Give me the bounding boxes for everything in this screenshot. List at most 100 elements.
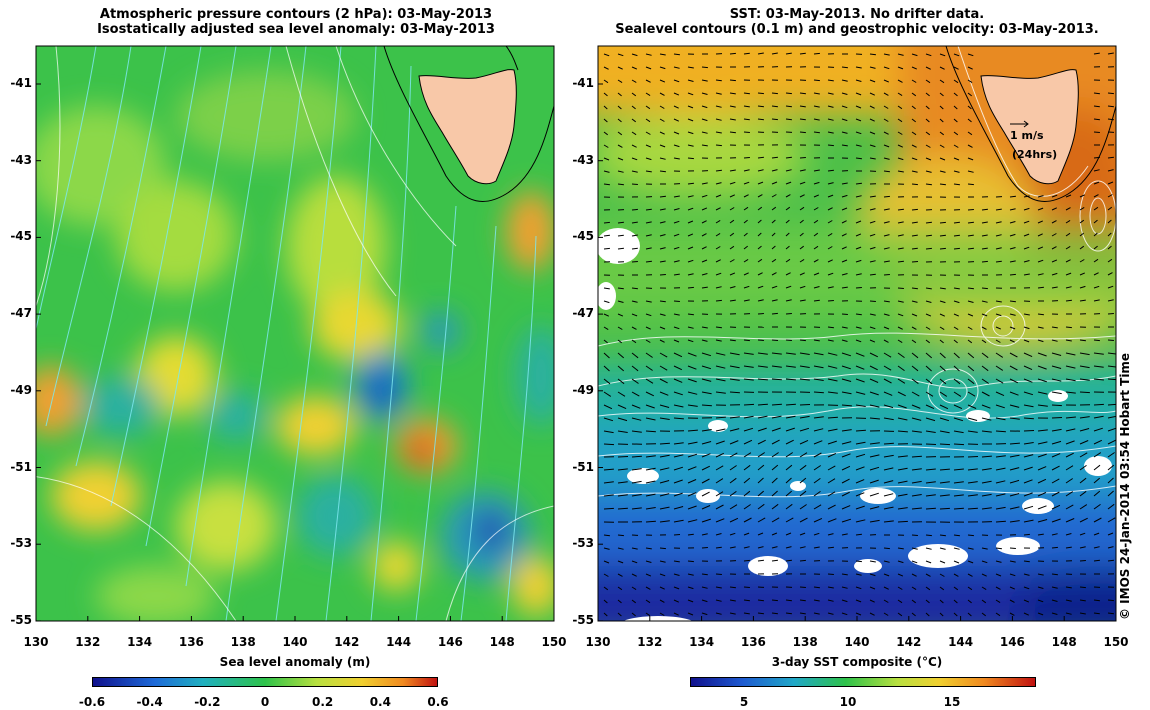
- velocity-arrow: [631, 183, 638, 185]
- velocity-arrow: [911, 208, 918, 211]
- velocity-arrow: [785, 92, 792, 95]
- velocity-arrow: [967, 247, 974, 250]
- velocity-arrow: [757, 105, 764, 108]
- velocity-arrow: [827, 573, 834, 575]
- velocity-arrow: [813, 79, 820, 82]
- velocity-arrow: [883, 274, 890, 276]
- left-x-tick-label: 132: [75, 635, 101, 649]
- velocity-arrow: [1037, 313, 1044, 316]
- left-title-line2: Isostatically adjusted sea level anomaly…: [97, 22, 495, 37]
- left-colorbar-tick: -0.4: [136, 695, 163, 709]
- velocity-arrow: [645, 260, 652, 263]
- velocity-arrow: [771, 92, 778, 95]
- left-x-tick-label: 150: [541, 635, 567, 649]
- left-colorbar-tick: -0.6: [78, 695, 106, 709]
- velocity-arrow: [1051, 404, 1062, 407]
- velocity-arrow: [701, 547, 708, 549]
- velocity-arrow: [631, 455, 642, 458]
- right-y-tick-label: -47: [572, 306, 594, 321]
- velocity-arrow: [1107, 118, 1114, 121]
- velocity-arrow: [771, 612, 778, 615]
- velocity-arrow: [841, 66, 848, 69]
- velocity-arrow: [813, 52, 820, 55]
- velocity-arrow: [1093, 92, 1100, 95]
- velocity-arrow: [855, 182, 862, 185]
- velocity-arrow: [995, 430, 1006, 433]
- right-x-tick-label: 132: [637, 635, 663, 649]
- right-y-tick-label: -51: [572, 459, 594, 474]
- left-y-tick-label: -49: [10, 382, 32, 397]
- velocity-arrow: [771, 118, 778, 121]
- left-colorbar-label: Sea level anomaly (m): [219, 655, 371, 669]
- velocity-arrow: [967, 534, 974, 537]
- velocity-arrow: [715, 299, 722, 302]
- velocity-arrow: [925, 221, 932, 224]
- right-colorbar-label: 3-day SST composite (°C): [771, 655, 943, 669]
- velocity-arrow: [799, 157, 806, 159]
- velocity-arrow: [953, 221, 960, 224]
- velocity-legend-period: (24hrs): [1012, 148, 1057, 161]
- velocity-arrow: [911, 183, 918, 186]
- velocity-arrow: [939, 247, 946, 250]
- velocity-arrow: [743, 559, 750, 562]
- velocity-arrow: [771, 339, 779, 341]
- velocity-arrow: [1093, 131, 1100, 133]
- velocity-arrow: [645, 520, 656, 523]
- left-x-tick-label: 146: [437, 635, 463, 649]
- right-colorbar-tick: 15: [943, 695, 961, 709]
- velocity-arrow: [1107, 156, 1114, 159]
- velocity-arrow: [785, 403, 796, 406]
- left-y-tick-label: -43: [10, 152, 32, 167]
- right-panel-title: SST: 03-May-2013. No drifter data. Seale…: [598, 7, 1116, 37]
- velocity-arrow: [799, 559, 806, 562]
- left-x-tick-label: 134: [127, 635, 153, 649]
- velocity-arrow: [631, 287, 638, 290]
- left-x-tick-label: 144: [386, 635, 412, 649]
- velocity-arrow: [883, 547, 890, 550]
- velocity-arrow: [967, 456, 979, 458]
- velocity-arrow: [1023, 417, 1034, 420]
- velocity-arrow: [1107, 105, 1114, 108]
- left-y-tick-label: -51: [10, 459, 32, 474]
- velocity-arrow: [939, 507, 950, 510]
- velocity-arrow: [771, 156, 778, 159]
- velocity-arrow: [953, 247, 960, 250]
- left-title-line1: Atmospheric pressure contours (2 hPa): 0…: [99, 7, 493, 22]
- velocity-arrow: [603, 534, 610, 537]
- velocity-arrow: [785, 313, 792, 315]
- left-colorbar-tick: 0.4: [369, 695, 391, 709]
- velocity-arrow: [1107, 599, 1114, 602]
- velocity-arrow: [1079, 560, 1086, 562]
- velocity-arrow: [1023, 430, 1035, 432]
- velocity-arrow: [631, 261, 638, 263]
- left-y-tick-label: -55: [10, 612, 32, 627]
- right-x-tick-label: 144: [948, 635, 974, 649]
- right-x-tick-label: 130: [585, 635, 611, 649]
- velocity-arrow: [1065, 299, 1072, 302]
- left-colorbar-tick: 0.6: [427, 695, 449, 709]
- velocity-arrow: [883, 442, 894, 445]
- velocity-arrow: [785, 156, 792, 159]
- velocity-arrow: [631, 208, 638, 211]
- velocity-arrow: [757, 339, 764, 341]
- velocity-arrow: [827, 326, 834, 329]
- velocity-arrow: [1037, 286, 1044, 289]
- right-x-tick-label: 138: [792, 635, 818, 649]
- velocity-arrow: [1079, 391, 1090, 394]
- velocity-arrow: [1023, 533, 1030, 536]
- right-x-tick-label: 134: [689, 635, 715, 649]
- velocity-arrow: [673, 53, 680, 56]
- velocity-arrow: [869, 300, 876, 302]
- velocity-arrow: [757, 313, 764, 315]
- velocity-arrow: [799, 586, 806, 588]
- velocity-arrow: [939, 234, 946, 237]
- left-colorbar: [92, 677, 438, 687]
- velocity-arrow: [911, 455, 922, 458]
- velocity-arrow: [1107, 313, 1114, 315]
- right-x-tick-label: 140: [844, 635, 870, 649]
- right-y-tick-label: -49: [572, 382, 594, 397]
- right-y-tick-label: -41: [572, 76, 594, 90]
- velocity-arrow: [1051, 573, 1058, 576]
- velocity-arrow: [1079, 586, 1086, 589]
- velocity-arrow: [603, 221, 610, 224]
